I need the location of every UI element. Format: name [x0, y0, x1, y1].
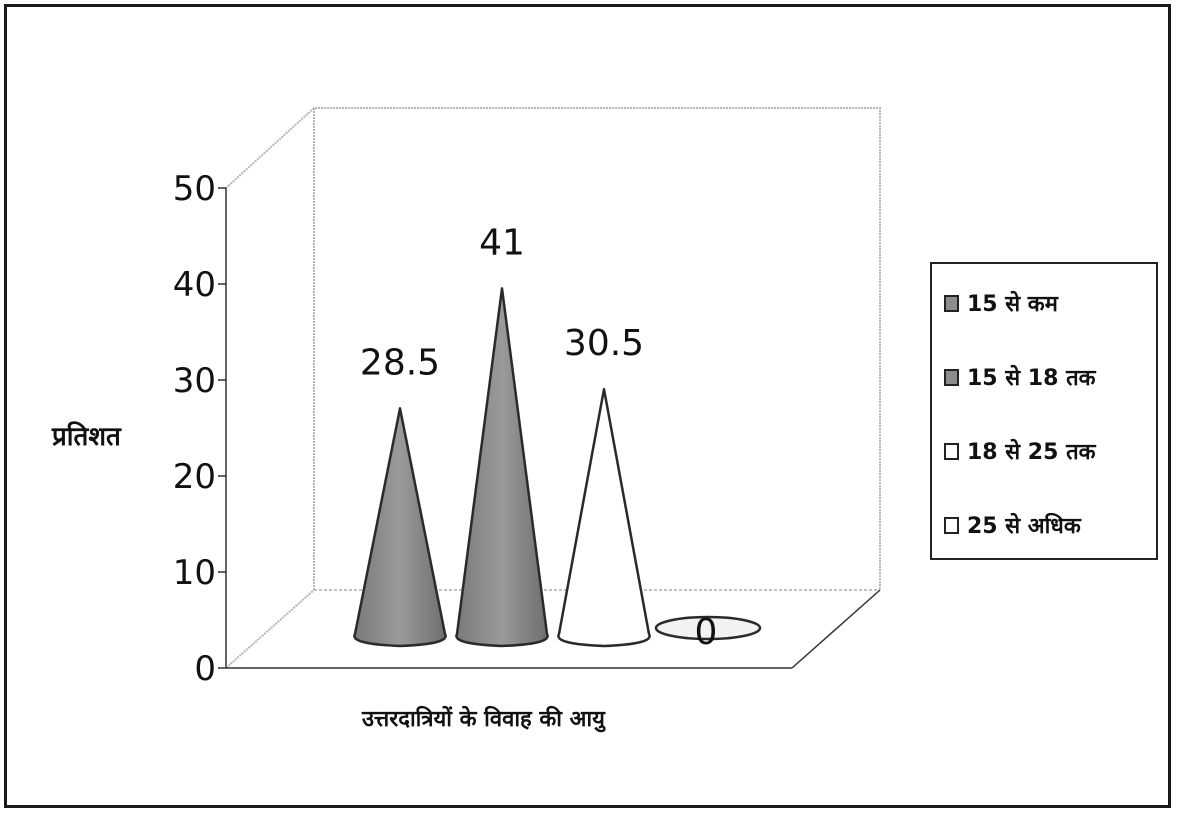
- cone-bar: [353, 407, 447, 648]
- chart-legend: 15 से कम 15 से 18 तक 18 से 25 तक 25 से अधिक: [930, 262, 1158, 560]
- plot-walls: [225, 107, 881, 669]
- y-tick-label: 20: [173, 457, 216, 497]
- data-label: 30.5: [564, 323, 644, 364]
- data-label: 0: [695, 612, 718, 653]
- y-tick-label: 30: [173, 361, 216, 401]
- y-tick-label: 10: [173, 553, 216, 593]
- legend-swatch: [944, 368, 959, 386]
- legend-label: 15 से कम: [967, 292, 1058, 317]
- y-axis: 0 10 20 30 40 50: [173, 169, 227, 689]
- y-tick-label: 40: [173, 265, 216, 305]
- floor-right-edge: [791, 589, 881, 669]
- cone-bar-zero: [654, 615, 762, 641]
- floor-left-edge: [225, 589, 315, 669]
- legend-item: 25 से अधिक: [944, 508, 1081, 542]
- data-labels: 28.5 41 30.5 0: [360, 222, 718, 653]
- legend-swatch: [944, 294, 959, 312]
- legend-label: 25 से अधिक: [967, 514, 1081, 539]
- data-label: 28.5: [360, 342, 440, 383]
- cone-series: [353, 287, 762, 648]
- legend-swatch: [944, 516, 959, 534]
- cone-bar: [557, 387, 651, 648]
- legend-label: 18 से 25 तक: [967, 440, 1096, 465]
- data-label: 41: [479, 222, 525, 263]
- back-wall-edge: [225, 107, 881, 590]
- y-tick-label: 0: [194, 649, 216, 689]
- x-axis-title: उत्तरदात्रियों के विवाह की आयु: [361, 705, 606, 733]
- legend-item: 15 से 18 तक: [944, 360, 1096, 394]
- y-axis-title: प्रतिशत: [51, 421, 122, 452]
- legend-label: 15 से 18 तक: [967, 366, 1096, 391]
- legend-item: 15 से कम: [944, 286, 1058, 320]
- y-tick-label: 50: [173, 169, 216, 209]
- legend-item: 18 से 25 तक: [944, 434, 1096, 468]
- legend-swatch: [944, 442, 959, 460]
- cone-bar: [455, 287, 549, 648]
